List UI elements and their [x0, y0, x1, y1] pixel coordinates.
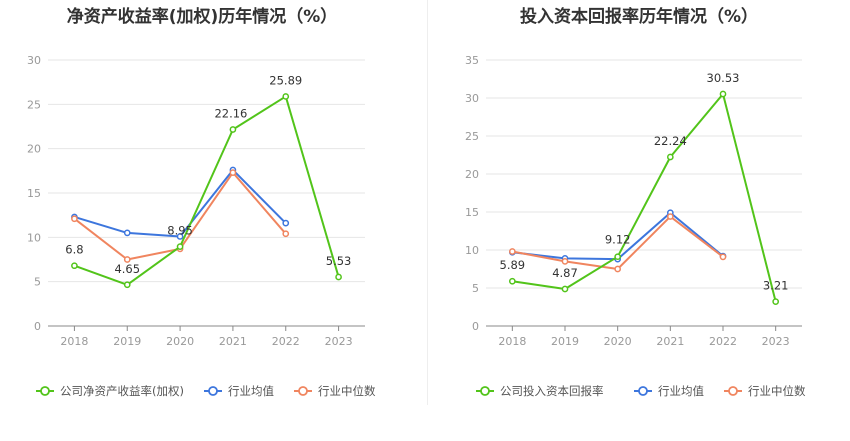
data-label: 5.53 — [326, 254, 352, 268]
x-tick-label: 2022 — [709, 335, 737, 348]
x-tick-label: 2023 — [325, 335, 353, 348]
data-label: 25.89 — [269, 73, 302, 87]
x-tick-label: 2019 — [551, 335, 579, 348]
data-point — [508, 277, 516, 285]
data-point — [71, 262, 78, 270]
data-point — [282, 230, 290, 238]
legend-swatch-marker — [298, 386, 308, 396]
data-point — [561, 285, 569, 293]
legend-label: 公司投入资本回报率 — [500, 384, 604, 398]
x-tick-label: 2019 — [113, 335, 141, 348]
legend-swatch-marker — [638, 386, 648, 396]
legend-swatch-marker — [40, 386, 50, 396]
data-point — [772, 298, 780, 305]
legend-swatch-marker — [208, 386, 218, 396]
y-tick-label: 10 — [27, 231, 41, 244]
series-line — [512, 92, 777, 302]
data-point — [123, 229, 131, 237]
data-point — [614, 253, 622, 261]
data-point — [229, 126, 237, 133]
data-point — [123, 256, 131, 263]
y-tick-label: 0 — [472, 320, 479, 333]
data-point — [666, 213, 674, 220]
y-tick-label: 5 — [34, 276, 41, 289]
data-point — [229, 169, 237, 176]
data-point — [282, 219, 290, 227]
x-tick-label: 2023 — [762, 335, 790, 348]
x-tick-label: 2020 — [604, 335, 632, 348]
data-label: 9.12 — [605, 233, 631, 247]
legend-swatch-marker — [728, 386, 738, 396]
data-label: 4.87 — [552, 266, 578, 280]
data-point — [508, 248, 516, 255]
data-label: 4.65 — [114, 262, 140, 276]
x-tick-label: 2018 — [60, 335, 88, 348]
data-point — [614, 265, 622, 273]
legend-label: 公司净资产收益率(加权) — [60, 384, 184, 398]
data-label: 22.16 — [214, 107, 247, 121]
x-tick-label: 2022 — [272, 335, 300, 348]
y-tick-label: 25 — [27, 98, 41, 111]
legend-label: 行业均值 — [658, 384, 704, 398]
x-tick-label: 2021 — [219, 335, 247, 348]
y-tick-label: 20 — [465, 168, 479, 181]
data-point — [561, 258, 569, 265]
x-tick-label: 2021 — [656, 335, 684, 348]
series-line — [74, 95, 340, 286]
data-point — [176, 243, 184, 250]
legend-label: 行业均值 — [228, 384, 274, 398]
data-point — [123, 281, 131, 289]
legend-label: 行业中位数 — [748, 384, 806, 398]
data-point — [719, 90, 727, 98]
data-point — [282, 93, 290, 100]
chart-1: 净资产收益率(加权)历年情况（%） 0 5 10 15 20 25 30 2018 2019 202… — [27, 6, 376, 398]
y-tick-label: 15 — [27, 187, 41, 200]
data-label: 30.53 — [707, 71, 740, 85]
chart-title: 净资产收益率(加权)历年情况（%） — [67, 6, 338, 27]
data-point — [176, 233, 184, 240]
y-tick-label: 15 — [465, 206, 479, 219]
y-tick-label: 5 — [472, 282, 479, 295]
data-point — [71, 215, 78, 223]
data-label: 22.24 — [654, 134, 687, 148]
chart-2: 投入资本回报率历年情况（%） 0 5 10 15 20 25 30 35 2018 2019 2020… — [465, 6, 806, 398]
panel-divider — [427, 0, 428, 405]
y-tick-label: 20 — [27, 143, 41, 156]
x-tick-label: 2020 — [166, 335, 194, 348]
y-tick-label: 30 — [465, 92, 479, 105]
data-label: 5.89 — [500, 258, 526, 272]
y-tick-label: 30 — [27, 54, 41, 67]
y-tick-label: 10 — [465, 244, 479, 257]
data-point — [719, 253, 727, 261]
data-label: 6.8 — [65, 243, 83, 257]
chart-title: 投入资本回报率历年情况（%） — [520, 6, 758, 27]
data-point — [666, 153, 674, 161]
data-label: 8.95 — [167, 224, 193, 238]
y-tick-label: 0 — [34, 320, 41, 333]
data-label: 3.21 — [763, 279, 789, 293]
legend-swatch-marker — [480, 386, 490, 396]
x-tick-label: 2018 — [498, 335, 526, 348]
y-tick-label: 25 — [465, 130, 479, 143]
legend-label: 行业中位数 — [318, 384, 376, 398]
y-tick-label: 35 — [465, 54, 479, 67]
data-point — [335, 273, 342, 281]
